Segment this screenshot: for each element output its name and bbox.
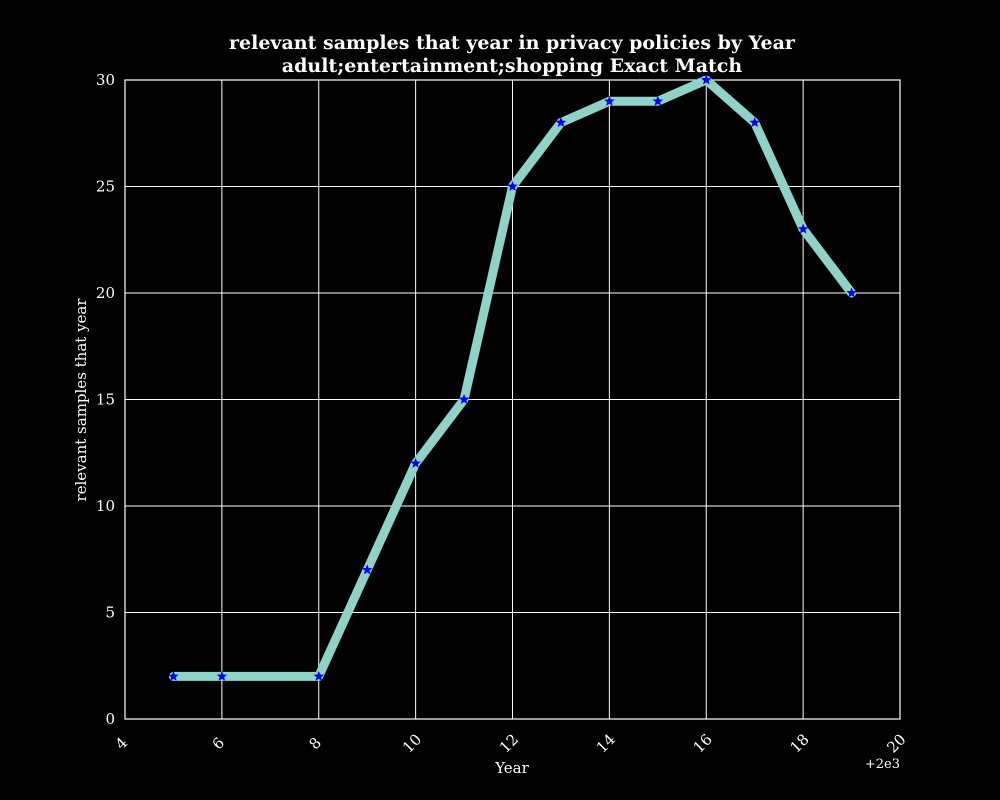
chart-title-line2: adult;entertainment;shopping Exact Match [282,55,743,77]
data-point-marker [458,394,470,404]
data-point-marker [555,117,567,128]
x-tick-label: 12 [496,730,522,756]
x-tick-label: 6 [209,734,228,753]
data-point-marker [749,117,760,128]
x-tick-label: 18 [786,730,812,756]
plot-frame [124,79,901,720]
data-point-marker [168,670,179,681]
y-tick-label: 10 [96,497,115,515]
data-point-marker [652,95,664,106]
x-offset-label: +2e3 [865,757,900,772]
data-point-marker [797,223,809,234]
data-point-marker [846,287,857,298]
data-point-marker [507,181,518,191]
series-layer [168,74,857,681]
data-point-marker [216,670,228,681]
y-tick-label: 5 [105,604,115,622]
y-tick-label: 25 [96,178,115,196]
x-tick-label: 10 [399,730,425,756]
x-tick-label: 20 [883,730,909,756]
y-tick-label: 15 [96,391,115,409]
data-point-marker [361,564,373,575]
y-tick-label: 0 [105,710,115,728]
data-point-marker [410,457,421,468]
y-axis-ticks: 0 5 10 15 20 25 30 [96,71,115,728]
y-tick-label: 20 [96,284,115,302]
y-axis-label: relevant samples that year [72,298,90,502]
x-tick-label: 4 [112,734,131,753]
data-point-marker [313,670,324,681]
data-point-marker [701,74,712,85]
x-tick-label: 16 [690,730,716,756]
x-tick-label: 8 [305,734,324,753]
x-axis-ticks: 4 6 8 10 12 14 16 18 20 [112,730,910,756]
chart-title-line1: relevant samples that year in privacy po… [229,32,796,54]
y-tick-label: 30 [96,71,115,89]
x-tick-label: 14 [593,730,619,756]
x-axis-label: Year [494,759,529,777]
data-point-marker [604,95,615,106]
series-line [168,75,857,681]
